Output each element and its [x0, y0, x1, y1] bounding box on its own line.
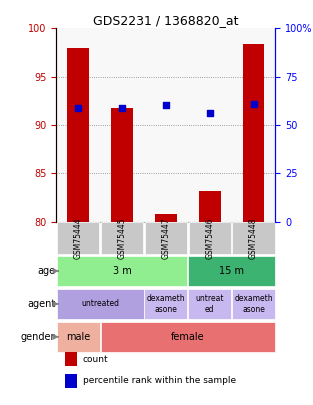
FancyBboxPatch shape — [101, 222, 143, 254]
Point — [120, 104, 125, 111]
Point — [163, 101, 168, 108]
Point — [251, 100, 256, 107]
FancyBboxPatch shape — [189, 222, 231, 254]
FancyBboxPatch shape — [188, 256, 275, 286]
Text: GSM75446: GSM75446 — [205, 217, 214, 259]
Text: count: count — [83, 355, 108, 364]
Bar — [67, 48, 89, 222]
Title: GDS2231 / 1368820_at: GDS2231 / 1368820_at — [93, 14, 239, 27]
Text: GSM75444: GSM75444 — [74, 217, 83, 259]
Text: untreat
ed: untreat ed — [195, 294, 224, 313]
FancyBboxPatch shape — [57, 222, 99, 254]
Bar — [155, 214, 177, 222]
Text: dexameth
asone: dexameth asone — [146, 294, 185, 313]
Point — [207, 110, 212, 117]
Text: male: male — [66, 332, 90, 342]
FancyBboxPatch shape — [57, 289, 144, 319]
Point — [76, 104, 81, 111]
Bar — [199, 191, 221, 222]
FancyBboxPatch shape — [57, 256, 187, 286]
Text: untreated: untreated — [81, 299, 119, 309]
Text: GSM75448: GSM75448 — [249, 217, 258, 259]
FancyBboxPatch shape — [233, 222, 275, 254]
FancyBboxPatch shape — [144, 289, 187, 319]
Bar — [243, 44, 264, 222]
FancyBboxPatch shape — [100, 322, 275, 352]
FancyBboxPatch shape — [145, 222, 187, 254]
Text: age: age — [37, 266, 55, 276]
Bar — [65, 374, 77, 388]
Bar — [65, 352, 77, 367]
Text: female: female — [171, 332, 205, 342]
Text: 3 m: 3 m — [113, 266, 131, 276]
FancyBboxPatch shape — [57, 322, 100, 352]
Text: GSM75445: GSM75445 — [118, 217, 126, 259]
Text: GSM75447: GSM75447 — [162, 217, 170, 259]
Text: 15 m: 15 m — [219, 266, 244, 276]
FancyBboxPatch shape — [232, 289, 275, 319]
Text: dexameth
asone: dexameth asone — [234, 294, 273, 313]
Bar — [111, 108, 133, 222]
FancyBboxPatch shape — [188, 289, 231, 319]
Text: gender: gender — [21, 332, 55, 342]
Text: percentile rank within the sample: percentile rank within the sample — [83, 377, 236, 386]
Text: agent: agent — [27, 299, 55, 309]
